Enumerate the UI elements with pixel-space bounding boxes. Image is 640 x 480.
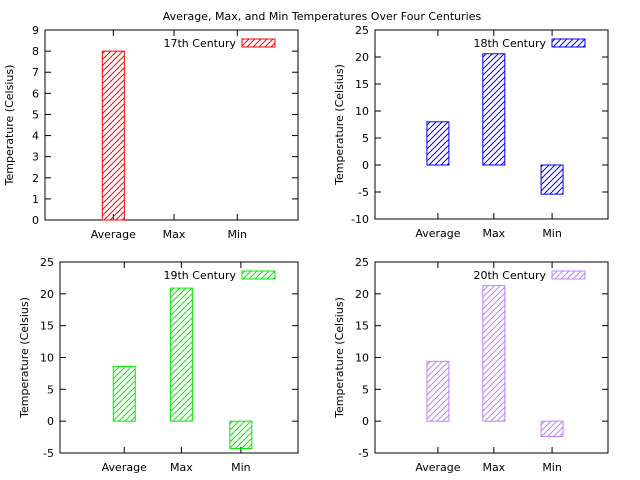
chart-title: Average, Max, and Min Temperatures Over … (163, 10, 482, 23)
x-tick-label: Min (542, 461, 562, 474)
legend-label: 17th Century (163, 37, 236, 50)
x-tick-label: Average (415, 461, 460, 474)
y-axis-label: Temperature (Celsius) (333, 297, 346, 419)
y-tick-label: 15 (40, 320, 54, 333)
y-tick-label: 4 (32, 130, 39, 143)
legend-swatch (241, 270, 276, 280)
chart-panel-1: 0 1 2 3 4 5 6 7 8 9 Temperature (Celsius) Average Ma… (3, 24, 299, 241)
y-axis-label: Temperature (Celsius) (18, 297, 31, 419)
legend-swatch (551, 270, 586, 280)
legend-swatch (551, 38, 586, 48)
y-tick-label: 20 (355, 288, 369, 301)
y-axis-label: Temperature (Celsius) (333, 64, 346, 186)
legend-label: 18th Century (473, 37, 546, 50)
bar-max (482, 285, 506, 422)
y-tick-label: -5 (43, 447, 54, 460)
y-tick-label: 0 (47, 415, 54, 428)
x-tick-label: Min (228, 228, 248, 241)
legend-label: 19th Century (163, 269, 236, 282)
bar-min (540, 164, 564, 195)
y-tick-label: -10 (351, 213, 369, 226)
y-tick-label: -5 (358, 186, 369, 199)
bar-average (112, 365, 136, 422)
legend-swatch (241, 38, 276, 48)
x-tick-label: Max (482, 461, 505, 474)
y-tick-label: 10 (40, 352, 54, 365)
y-tick-label: 20 (40, 288, 54, 301)
chart-panel-3: -5 0 5 10 15 20 25 Temperature (Celsius) Average… (18, 256, 299, 474)
plot-frame (374, 29, 609, 220)
y-tick-label: 15 (355, 320, 369, 333)
x-tick-label: Average (91, 228, 136, 241)
bar-min (540, 420, 564, 437)
y-tick-label: 5 (32, 108, 39, 121)
bar-average (426, 121, 450, 166)
x-tick-label: Max (170, 461, 193, 474)
y-tick-label: 10 (355, 105, 369, 118)
y-tick-label: 9 (32, 24, 39, 37)
bar-average (426, 360, 450, 422)
y-tick-label: 1 (32, 193, 39, 206)
chart-panel-4: -5 0 5 10 15 20 25 Temperature (Celsius) Average… (333, 256, 609, 474)
plot-frame (44, 29, 299, 221)
bar-average (101, 50, 125, 221)
y-tick-label: 0 (362, 159, 369, 172)
x-tick-label: Max (482, 227, 505, 240)
x-tick-label: Average (102, 461, 147, 474)
x-tick-label: Average (415, 227, 460, 240)
chart-panels: 0 1 2 3 4 5 6 7 8 9 Temperature (Celsius) Average Ma… (3, 24, 609, 474)
y-tick-label: -5 (358, 447, 369, 460)
y-tick-label: 7 (32, 66, 39, 79)
x-tick-label: Min (231, 461, 251, 474)
y-tick-label: 5 (362, 383, 369, 396)
y-tick-label: 6 (32, 87, 39, 100)
y-tick-label: 0 (32, 214, 39, 227)
y-tick-label: 25 (355, 24, 369, 37)
bar-max (482, 53, 506, 166)
y-tick-label: 5 (47, 383, 54, 396)
bar-min (229, 420, 253, 450)
y-axis-label: Temperature (Celsius) (3, 65, 16, 187)
y-tick-label: 5 (362, 132, 369, 145)
y-tick-label: 8 (32, 45, 39, 58)
y-tick-label: 10 (355, 352, 369, 365)
legend-label: 20th Century (473, 269, 546, 282)
y-tick-label: 0 (362, 415, 369, 428)
bar-max (169, 287, 193, 422)
chart-panel-2: -10 -5 0 5 10 15 20 25 Temperature (Celsius) Aver… (333, 24, 609, 240)
y-tick-label: 25 (355, 256, 369, 269)
y-tick-label: 15 (355, 78, 369, 91)
y-tick-label: 25 (40, 256, 54, 269)
x-tick-label: Min (542, 227, 562, 240)
y-tick-label: 20 (355, 51, 369, 64)
y-tick-label: 2 (32, 172, 39, 185)
y-tick-label: 3 (32, 151, 39, 164)
x-tick-label: Max (163, 228, 186, 241)
